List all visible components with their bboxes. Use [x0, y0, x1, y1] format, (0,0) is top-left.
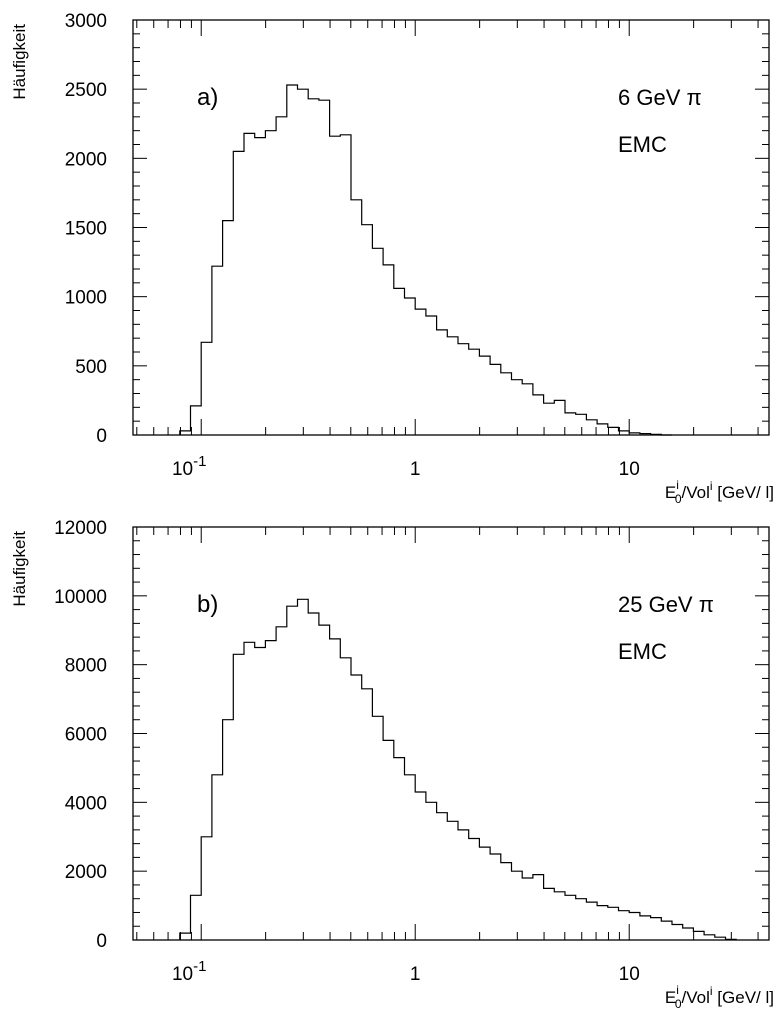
y-tick-label: 2000: [65, 149, 107, 170]
x-axis-label: Ei 0/Voli [GeV/ l]: [665, 983, 774, 1011]
y-tick-label: 1500: [65, 219, 107, 240]
panel-label: a): [197, 84, 218, 111]
y-axis-label: Häufigkeit: [10, 531, 29, 607]
y-tick-label: 4000: [65, 793, 107, 814]
x-tick-label: 1: [410, 964, 421, 985]
chart-panel-b: 0 2000 4000 6000 8000 10000 12000 10-1 1 10 Häufig…: [10, 518, 774, 1011]
y-tick-label: 8000: [65, 656, 107, 677]
x-tick-label: 10-1: [172, 453, 206, 480]
y-tick-label: 2000: [65, 862, 107, 883]
annotation: 25 GeV π: [618, 592, 714, 617]
histogram-line: [179, 598, 737, 940]
x-tick-label: 10-1: [172, 958, 206, 985]
chart-panel-a: 0 500 1000 1500 2000 2500 3000 10-1 1 10 Häufigkei…: [10, 11, 774, 506]
x-tick-label: 1: [410, 459, 421, 480]
y-tick-label: 1000: [65, 288, 107, 309]
x-tick-label: 10: [619, 459, 640, 480]
y-tick-label: 2500: [65, 80, 107, 101]
x-axis-label: Ei 0/Voli [GeV/ l]: [665, 478, 774, 506]
y-tick-label: 12000: [54, 518, 107, 539]
y-tick-label: 10000: [54, 587, 107, 608]
annotation: 6 GeV π: [618, 85, 702, 110]
annotation: EMC: [618, 132, 667, 157]
annotation: EMC: [618, 639, 667, 664]
y-axis-label: Häufigkeit: [10, 24, 29, 100]
plot-frame: [132, 19, 770, 436]
y-tick-label: 500: [75, 357, 107, 378]
panel-label: b): [197, 591, 218, 618]
y-tick-label: 0: [96, 426, 107, 447]
plot-frame: [132, 526, 770, 941]
y-tick-label: 0: [96, 931, 107, 952]
x-tick-label: 10: [619, 964, 640, 985]
y-tick-label: 3000: [65, 11, 107, 32]
histogram-line: [179, 84, 672, 436]
y-tick-label: 6000: [65, 725, 107, 746]
